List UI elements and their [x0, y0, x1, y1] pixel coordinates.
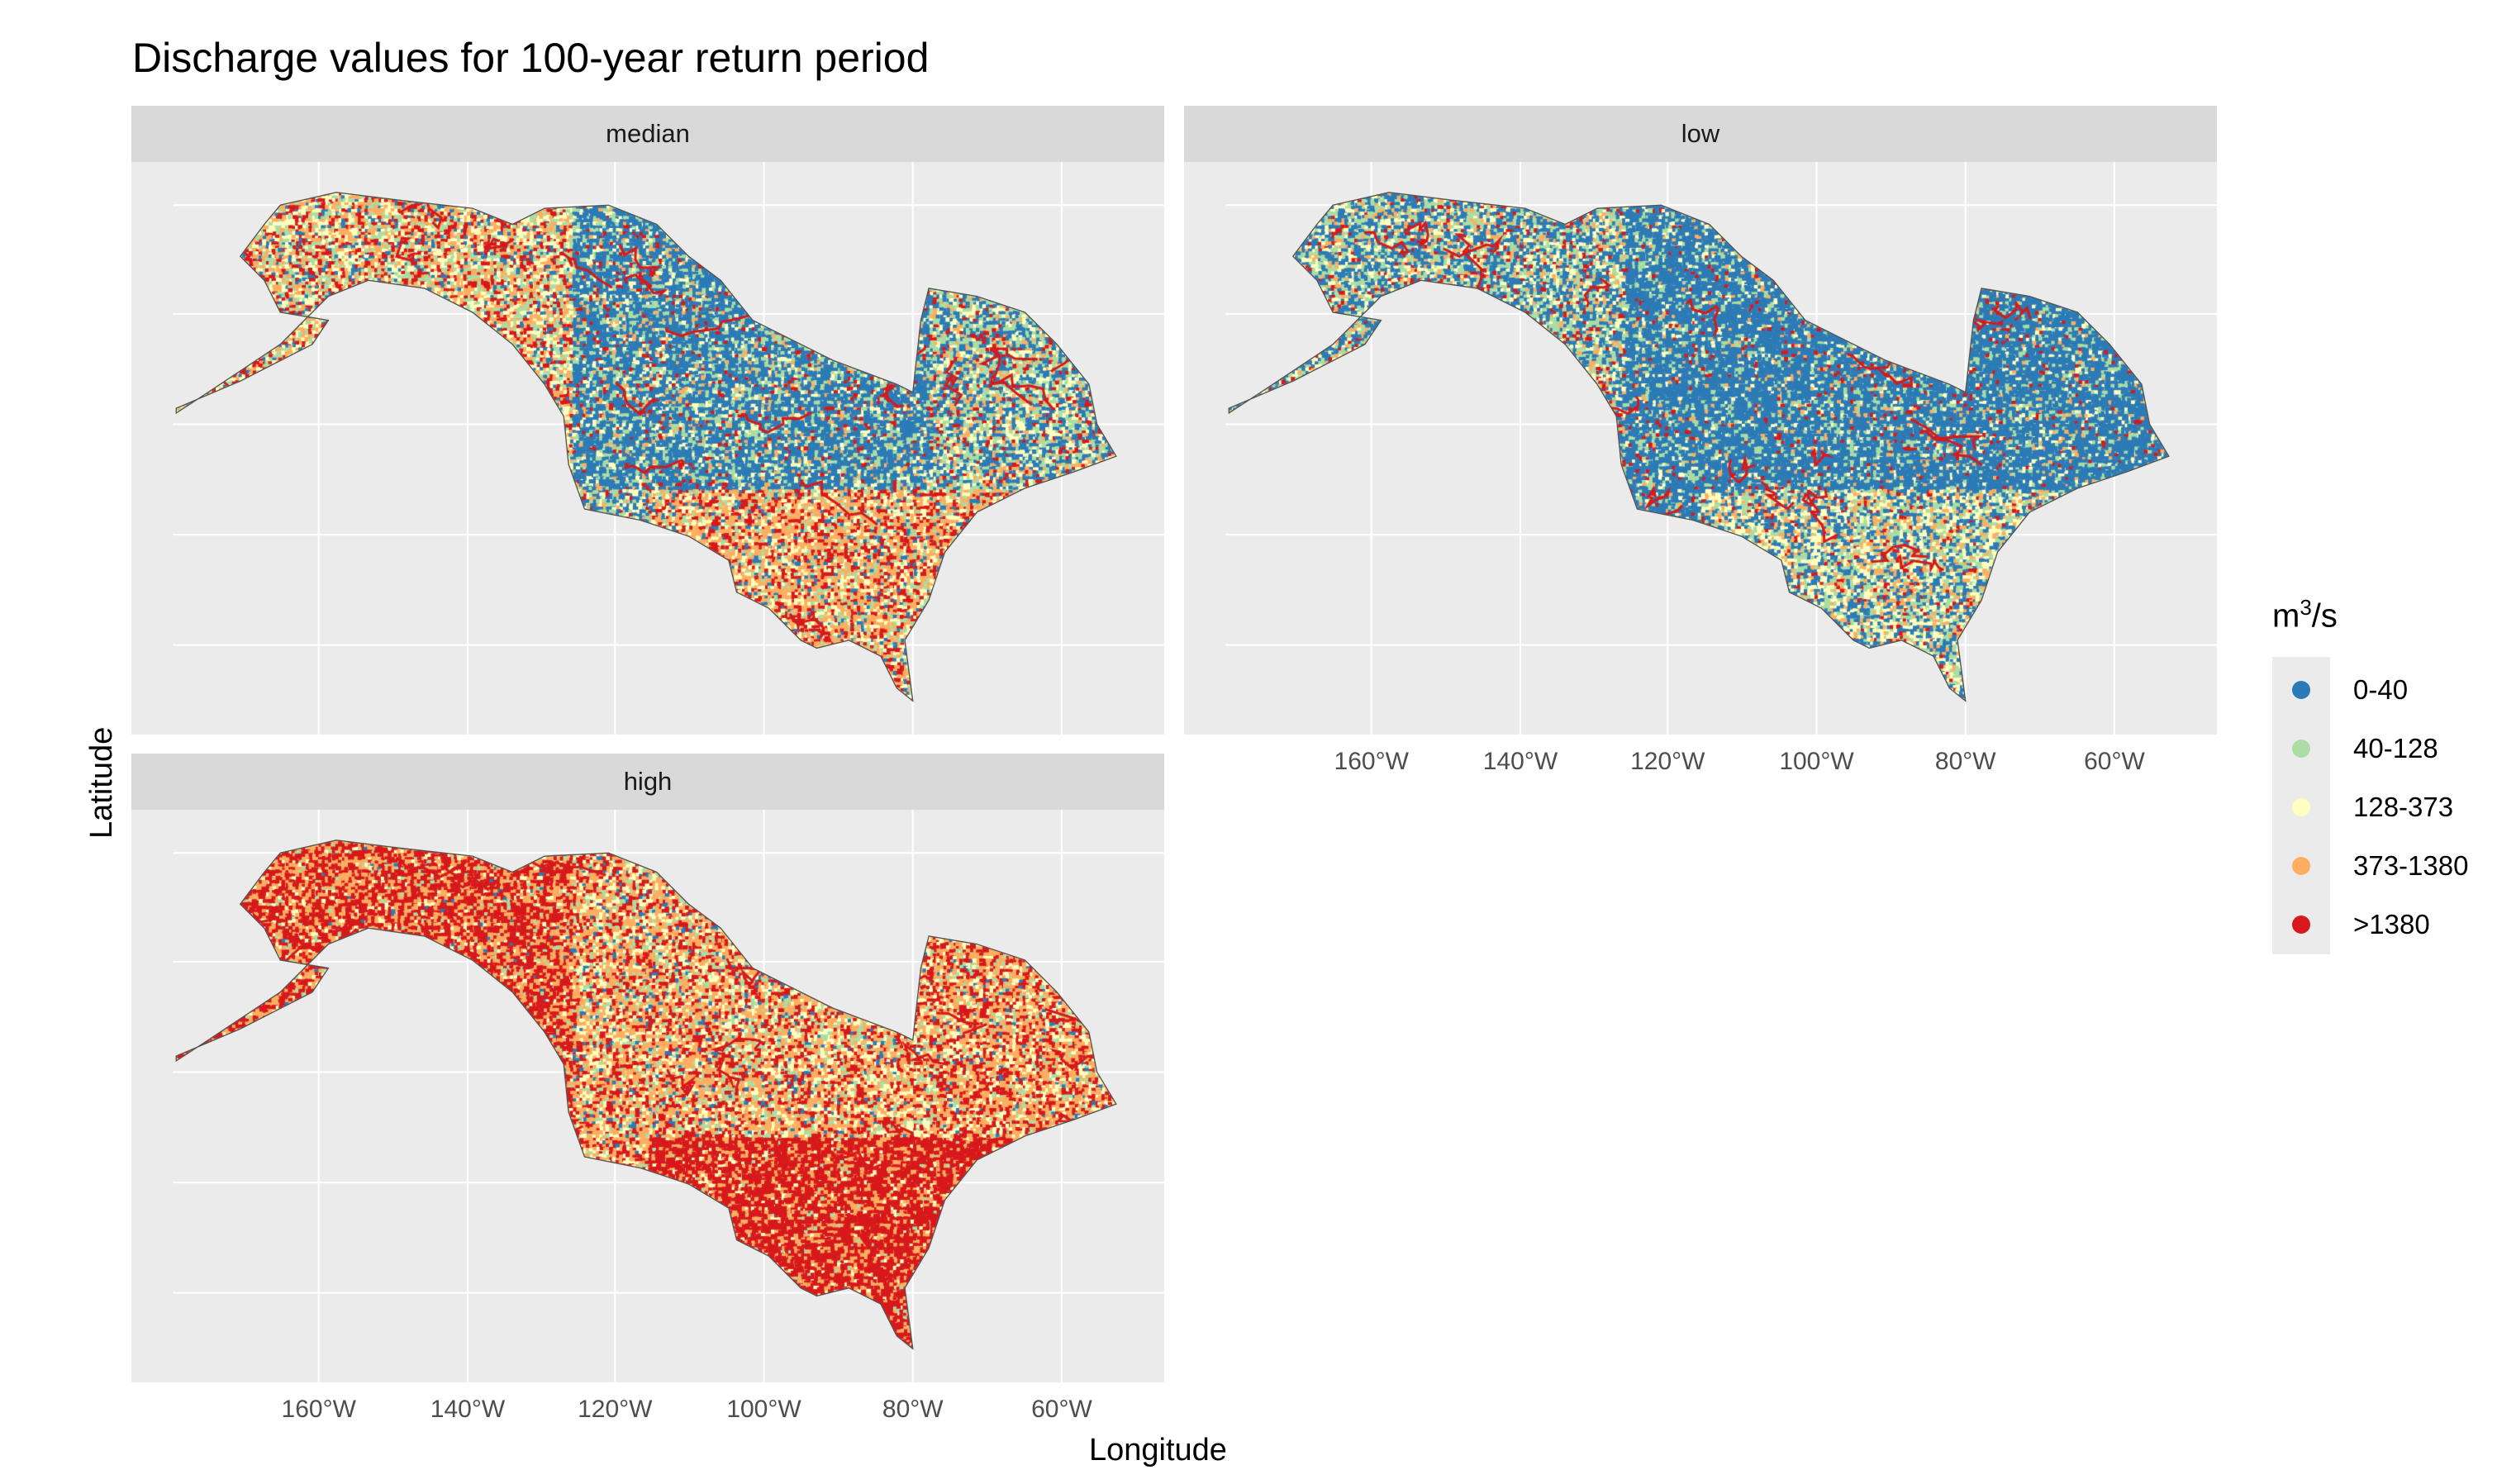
land-boundary [175, 840, 1117, 1350]
x-tick-label: 100°W [1779, 748, 1854, 775]
discharge-point-layer [131, 162, 1164, 735]
legend-title-exponent: 3 [2300, 595, 2312, 620]
x-tick-label: 120°W [1630, 748, 1705, 775]
facet-panel-median [131, 162, 1164, 735]
y-axis-title: Latitude [84, 726, 119, 839]
legend-item: 128-373 [2272, 778, 2453, 836]
legend-title-per-second: /s [2311, 597, 2338, 635]
facet-label: low [1681, 119, 1720, 148]
discharge-point-layer [131, 810, 1164, 1382]
legend-dot-icon [2292, 740, 2310, 758]
legend-label: 128-373 [2353, 792, 2454, 822]
x-tick-label: 60°W [1031, 1396, 1092, 1423]
facet-strip-high: high [131, 754, 1164, 810]
coastline-outline [175, 840, 1117, 1350]
discharge-point-layer [1184, 162, 2217, 735]
facet-label: median [606, 119, 690, 148]
x-tick-label: 120°W [578, 1396, 653, 1423]
x-tick-label: 100°W [726, 1396, 801, 1423]
legend-label: 0-40 [2353, 674, 2409, 705]
facet-strip-median: median [131, 106, 1164, 162]
legend-title-unit: m [2272, 597, 2300, 635]
legend-item: 40-128 [2272, 720, 2438, 778]
facet-strip-low: low [1184, 106, 2217, 162]
chart-title: Discharge values for 100-year return per… [132, 35, 930, 81]
legend-label: >1380 [2353, 909, 2430, 939]
x-tick-label: 140°W [1482, 748, 1558, 775]
legend-item: 373-1380 [2272, 837, 2468, 895]
x-tick-label: 80°W [882, 1396, 944, 1423]
legend-dot-icon [2292, 798, 2310, 816]
legend-label: 373-1380 [2353, 850, 2469, 881]
facet-label: high [623, 767, 673, 796]
x-tick-label: 80°W [1934, 748, 1996, 775]
legend-dot-icon [2292, 916, 2310, 934]
coastline-outline [1228, 192, 2170, 702]
x-tick-label: 160°W [281, 1396, 356, 1423]
x-tick-label: 60°W [2084, 748, 2145, 775]
legend-dot-icon [2292, 857, 2310, 875]
legend-item: >1380 [2272, 896, 2430, 954]
facet-panel-low [1184, 162, 2217, 735]
legend-title: m3/s [2272, 595, 2338, 635]
x-tick-label: 160°W [1334, 748, 1409, 775]
legend-label: 40-128 [2353, 733, 2438, 763]
x-tick-label: 140°W [430, 1396, 506, 1423]
coastline-outline [175, 192, 1117, 702]
legend-item: 0-40 [2272, 661, 2408, 719]
facet-panel-high [131, 810, 1164, 1382]
land-boundary [175, 192, 1117, 702]
land-boundary [1228, 192, 2170, 702]
legend-dot-icon [2292, 681, 2310, 699]
x-axis-title: Longitude [1089, 1433, 1227, 1467]
